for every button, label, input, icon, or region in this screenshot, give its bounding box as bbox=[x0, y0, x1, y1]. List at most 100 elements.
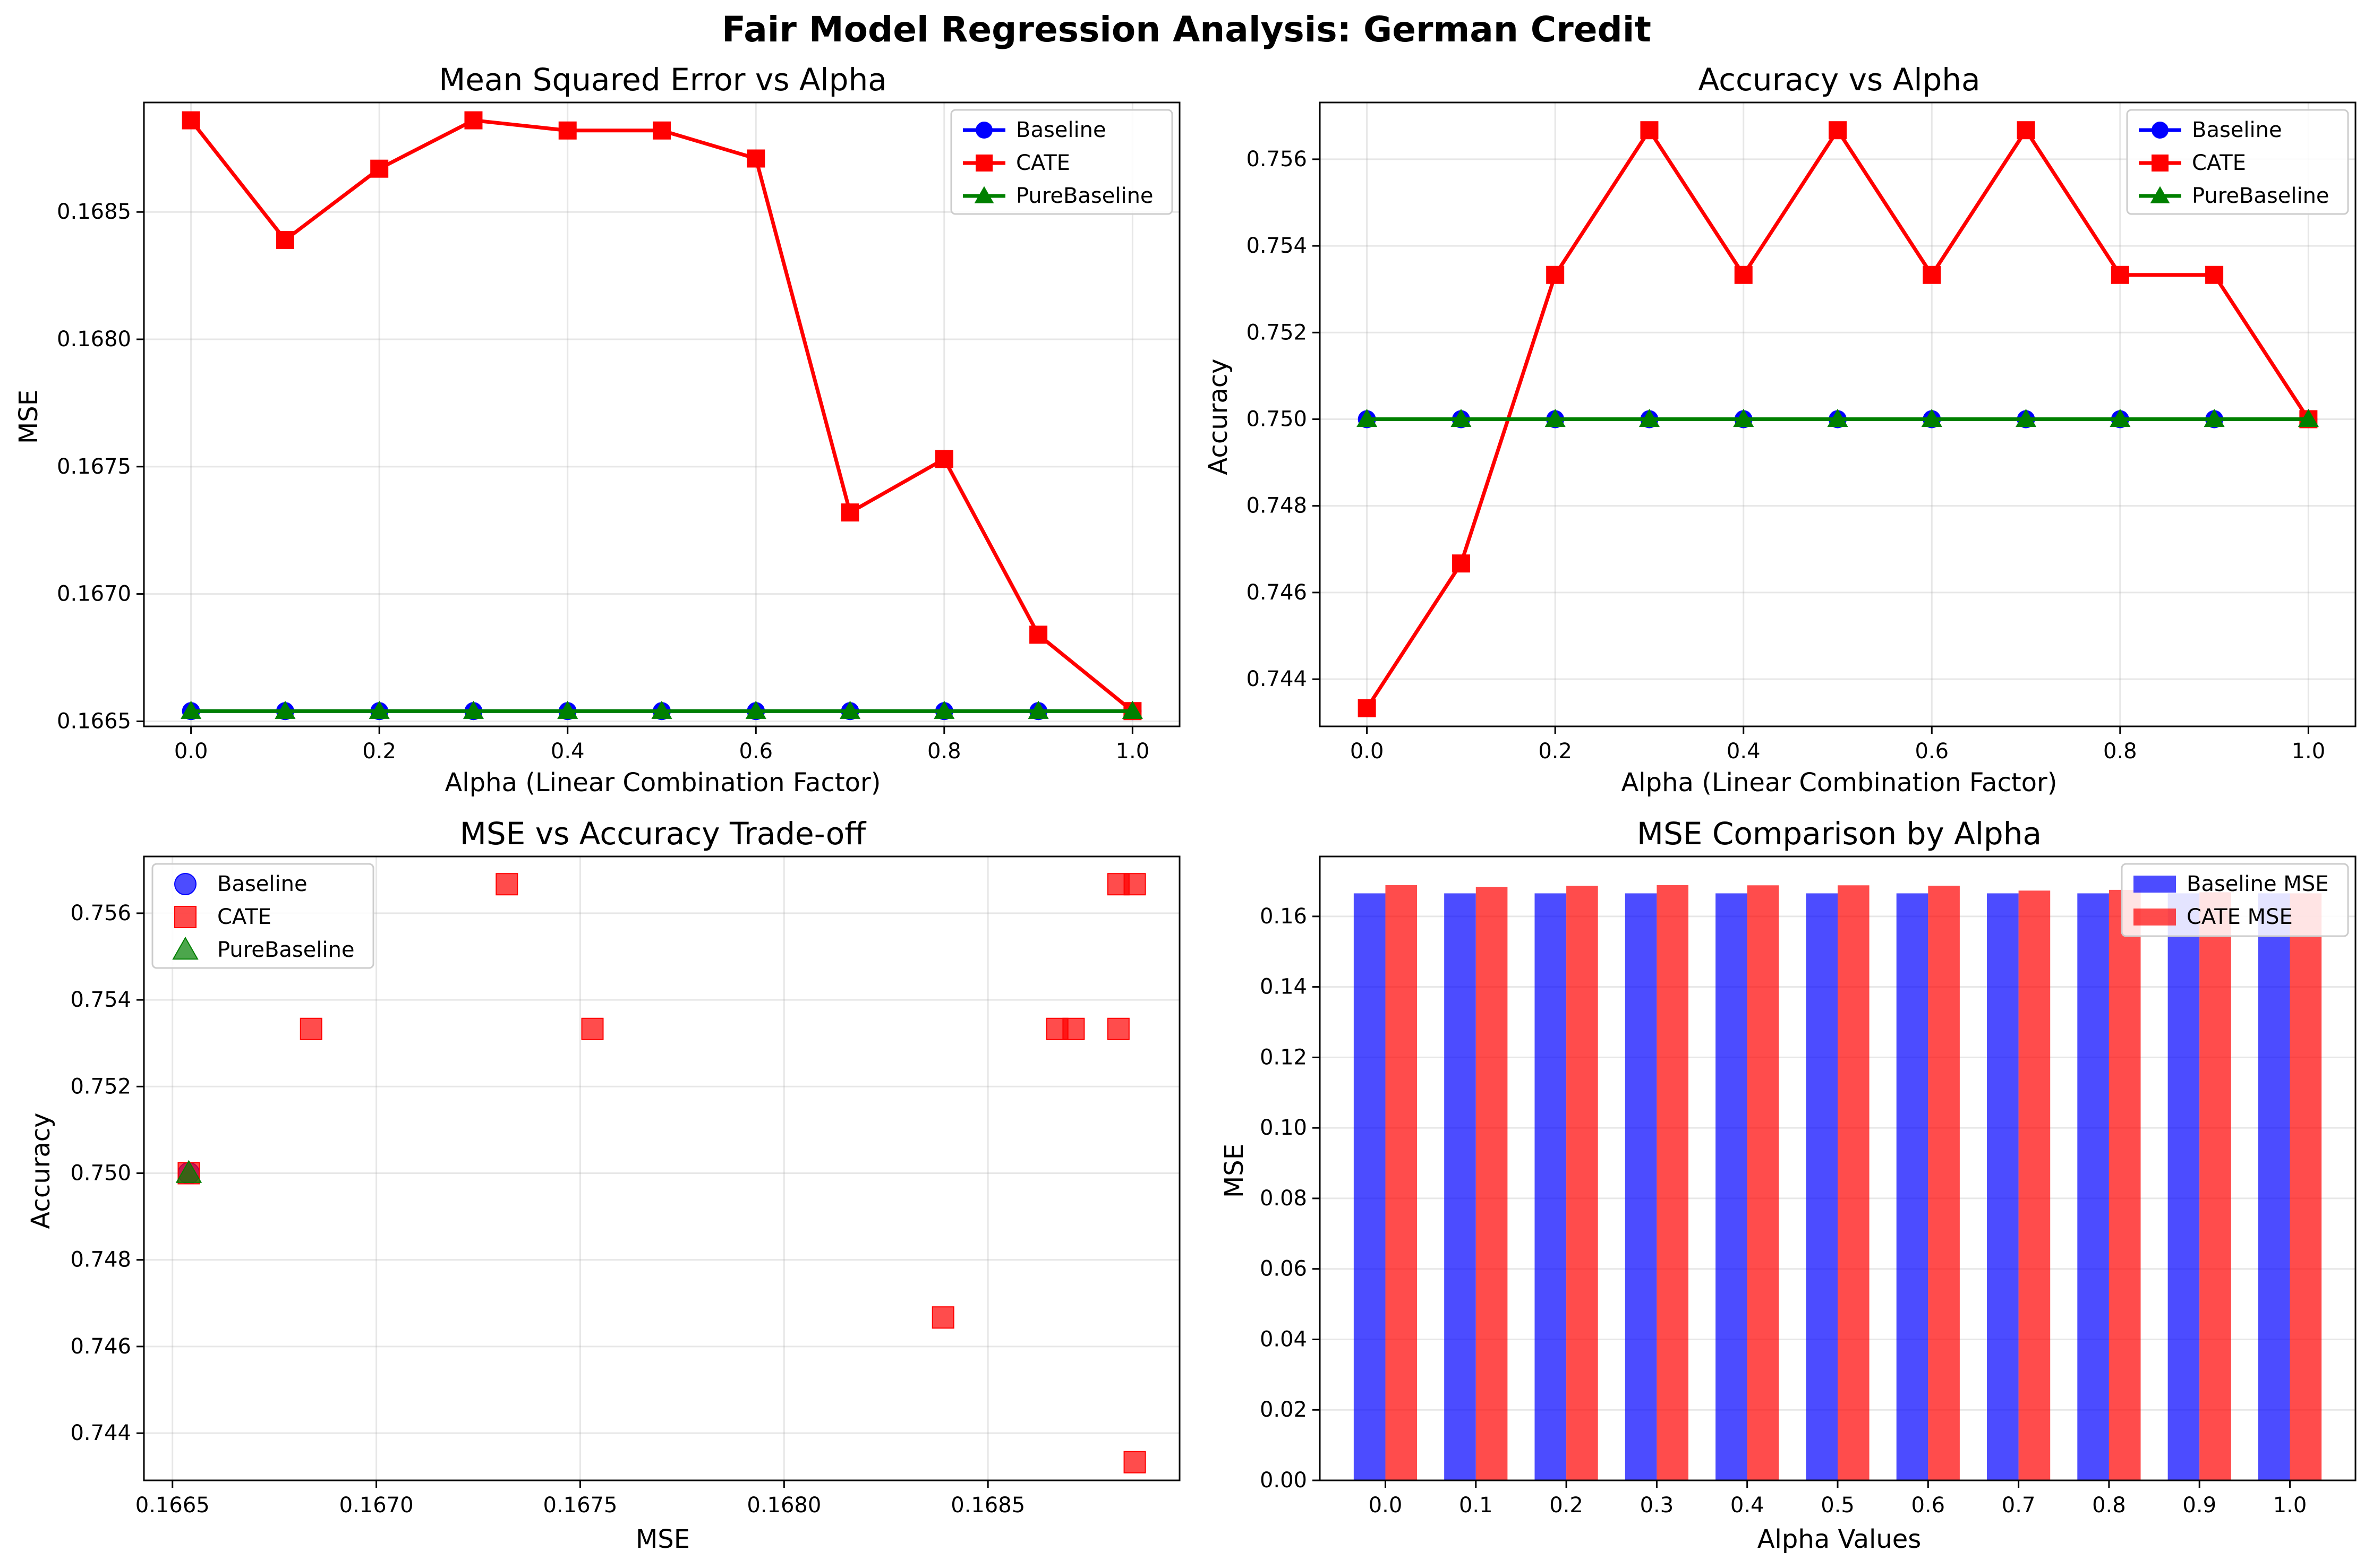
y-tick-label: 0.750 bbox=[1246, 407, 1307, 431]
y-tick-label: 0.752 bbox=[1246, 320, 1307, 345]
data-point-purebaseline bbox=[839, 700, 861, 719]
data-point-cate bbox=[653, 121, 671, 140]
x-tick-label: 0.8 bbox=[927, 739, 961, 764]
legend-marker bbox=[976, 155, 993, 172]
bar-cate-mse bbox=[2199, 892, 2231, 1480]
figure-title: Fair Model Regression Analysis: German C… bbox=[722, 9, 1651, 50]
legend-label: CATE bbox=[2192, 151, 2246, 175]
bar-cate-mse bbox=[1475, 887, 1508, 1480]
y-tick-label: 0.1680 bbox=[57, 327, 131, 352]
data-point-purebaseline bbox=[2204, 408, 2225, 427]
plot-frame bbox=[143, 855, 1181, 1481]
x-tick-label: 0.1685 bbox=[951, 1493, 1025, 1518]
y-tick-label: 0.1670 bbox=[57, 582, 131, 606]
data-point-purebaseline bbox=[745, 700, 766, 719]
bar-cate-mse bbox=[1566, 886, 1598, 1480]
x-tick-label: 0.1680 bbox=[747, 1493, 821, 1518]
x-tick-label: 0.1675 bbox=[543, 1493, 617, 1518]
data-point-purebaseline bbox=[1356, 408, 1378, 427]
data-point-cate bbox=[1640, 121, 1659, 140]
legend-frame bbox=[950, 109, 1173, 215]
y-tick-label: 0.744 bbox=[70, 1421, 131, 1445]
plot-frame bbox=[1319, 855, 2357, 1481]
x-tick-label: 1.0 bbox=[2292, 739, 2326, 764]
data-point-purebaseline bbox=[1638, 408, 1660, 427]
data-point-cate bbox=[935, 450, 953, 468]
legend-label: PureBaseline bbox=[217, 938, 355, 962]
y-tick-label: 0.14 bbox=[1260, 975, 1307, 999]
x-tick-label: 0.7 bbox=[2002, 1493, 2036, 1518]
data-point-purebaseline bbox=[1450, 408, 1472, 427]
y-tick-label: 0.10 bbox=[1260, 1116, 1307, 1140]
x-tick-label: 1.0 bbox=[1116, 739, 1150, 764]
legend-frame bbox=[151, 863, 374, 969]
bar-cate-mse bbox=[1385, 885, 1418, 1480]
x-tick-label: 0.1665 bbox=[135, 1493, 210, 1518]
y-tick-label: 0.16 bbox=[1260, 904, 1307, 929]
legend-frame bbox=[2126, 109, 2349, 215]
legend-label: PureBaseline bbox=[1016, 184, 1154, 208]
scatter-point-purebaseline bbox=[175, 1160, 202, 1183]
data-point-purebaseline bbox=[1827, 408, 1848, 427]
x-tick-label: 0.8 bbox=[2103, 739, 2137, 764]
data-point-cate bbox=[1546, 265, 1565, 284]
y-tick-label: 0.1675 bbox=[57, 455, 131, 479]
y-tick-label: 0.752 bbox=[70, 1074, 131, 1099]
data-point-purebaseline bbox=[1733, 408, 1754, 427]
data-point-cate bbox=[370, 159, 389, 178]
data-point-cate bbox=[841, 503, 859, 522]
x-tick-label: 0.0 bbox=[1350, 739, 1384, 764]
data-point-cate bbox=[464, 111, 483, 130]
bar-baseline-mse bbox=[1715, 893, 1747, 1480]
y-tick-label: 0.748 bbox=[70, 1248, 131, 1272]
legend-label: Baseline bbox=[217, 872, 308, 896]
x-tick-label: 0.2 bbox=[362, 739, 396, 764]
legend-marker bbox=[2152, 122, 2169, 139]
mse-comparison-bar-chart: MSE Comparison by Alpha Alpha Values MSE… bbox=[1219, 816, 2357, 1554]
x-tick-label: 0.4 bbox=[1727, 739, 1761, 764]
x-tick-label: 0.8 bbox=[2092, 1493, 2126, 1518]
bar-baseline-mse bbox=[1353, 893, 1386, 1480]
data-point-cate bbox=[2205, 265, 2224, 284]
y-tick-label: 0.1665 bbox=[57, 709, 131, 733]
scatter-point-cate bbox=[1107, 1017, 1130, 1040]
y-tick-label: 0.02 bbox=[1260, 1398, 1307, 1422]
y-tick-label: 0.756 bbox=[1246, 147, 1307, 172]
y-tick-label: 0.12 bbox=[1260, 1045, 1307, 1069]
y-tick-label: 0.06 bbox=[1260, 1257, 1307, 1281]
scatter-point-cate bbox=[1123, 1451, 1146, 1473]
y-axis-label: MSE bbox=[1219, 1144, 1249, 1198]
data-point-purebaseline bbox=[2015, 408, 2037, 427]
x-tick-label: 0.6 bbox=[1915, 739, 1949, 764]
legend-label: Baseline bbox=[2192, 118, 2282, 142]
x-axis-label: Alpha Values bbox=[1757, 1524, 1922, 1554]
data-point-purebaseline bbox=[463, 700, 484, 719]
bar-cate-mse bbox=[2290, 893, 2322, 1480]
legend-label: CATE MSE bbox=[2187, 905, 2293, 929]
bar-cate-mse bbox=[1747, 885, 1779, 1480]
y-axis-label: MSE bbox=[14, 390, 44, 444]
legend-marker bbox=[976, 122, 993, 139]
legend-marker bbox=[2150, 186, 2170, 203]
data-point-cate bbox=[1829, 121, 1847, 140]
y-tick-label: 0.748 bbox=[1246, 494, 1307, 518]
plot-frame bbox=[143, 101, 1181, 727]
plot-frame bbox=[1319, 101, 2357, 727]
y-tick-label: 0.746 bbox=[1246, 580, 1307, 605]
data-point-purebaseline bbox=[275, 700, 296, 719]
chart-title: MSE vs Accuracy Trade-off bbox=[460, 816, 867, 852]
legend-swatch bbox=[2133, 909, 2176, 926]
legend-label: PureBaseline bbox=[2192, 184, 2329, 208]
x-tick-label: 0.4 bbox=[551, 739, 585, 764]
chart-title: Mean Squared Error vs Alpha bbox=[439, 62, 887, 98]
x-tick-label: 0.1670 bbox=[339, 1493, 414, 1518]
x-tick-label: 0.0 bbox=[1369, 1493, 1403, 1518]
x-axis-label: Alpha (Linear Combination Factor) bbox=[445, 768, 881, 798]
data-point-purebaseline bbox=[934, 700, 955, 719]
data-point-purebaseline bbox=[1544, 408, 1566, 427]
data-point-purebaseline bbox=[651, 700, 672, 719]
y-tick-label: 0.00 bbox=[1260, 1468, 1307, 1493]
y-tick-label: 0.756 bbox=[70, 901, 131, 926]
bar-cate-mse bbox=[2018, 890, 2051, 1480]
y-tick-label: 0.754 bbox=[70, 988, 131, 1012]
